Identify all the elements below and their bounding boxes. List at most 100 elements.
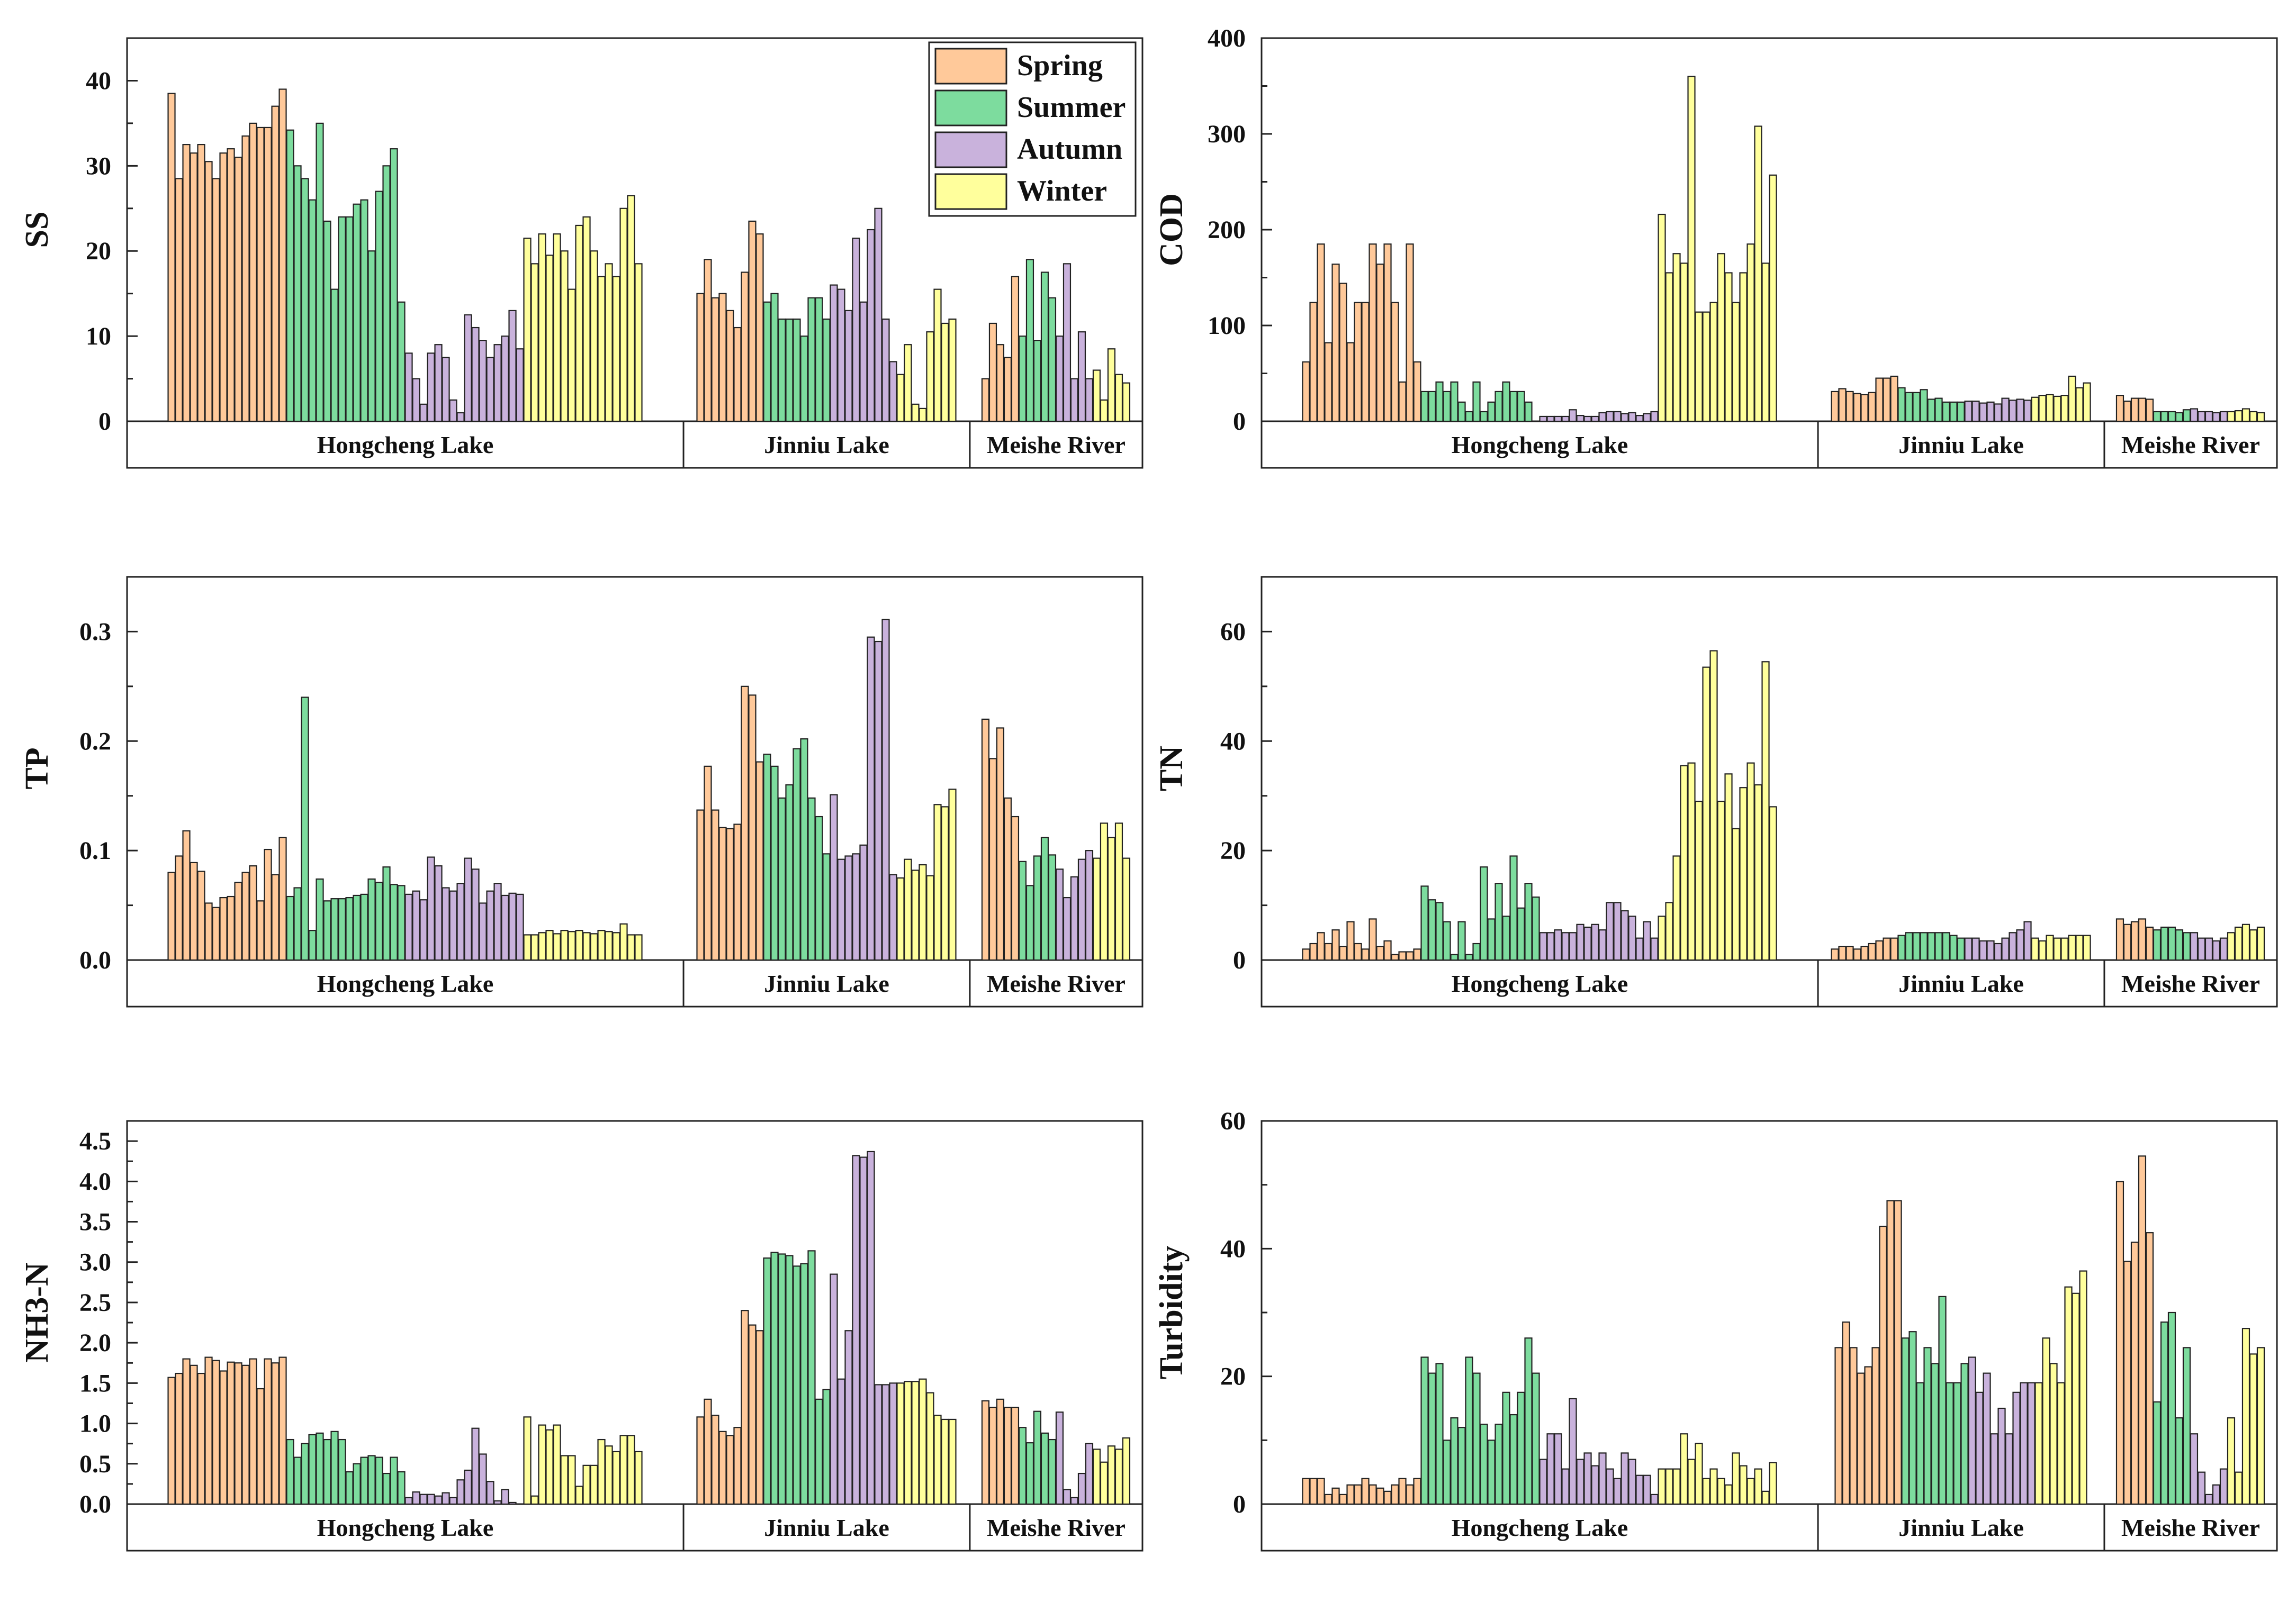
y-tick-label: 2.5 <box>79 1289 111 1317</box>
bar-spring <box>1309 1478 1318 1505</box>
bar-summer <box>1946 1382 1954 1505</box>
bar-summer <box>1934 397 1943 422</box>
bar-spring <box>1302 948 1310 961</box>
bar-winter <box>553 933 561 961</box>
bar-autumn <box>1606 1468 1614 1505</box>
bar-spring <box>167 872 176 961</box>
bar-spring <box>1368 243 1377 422</box>
bar-spring <box>1894 1200 1902 1505</box>
bar-winter <box>2049 1363 2058 1505</box>
bar-summer <box>1923 1347 1932 1505</box>
bar-autumn <box>1539 415 1547 422</box>
bar-autumn <box>1085 378 1094 422</box>
bar-autumn <box>1063 263 1072 422</box>
bar-spring <box>1302 1478 1310 1505</box>
bar-summer <box>1502 916 1510 961</box>
bar-summer <box>763 754 771 961</box>
bar-spring <box>212 907 220 961</box>
bar-autumn <box>427 1494 435 1505</box>
bar-winter <box>2256 1347 2265 1505</box>
bar-spring <box>1871 1347 1880 1505</box>
bar-summer <box>1033 855 1042 961</box>
bar-winter <box>911 870 920 961</box>
bar-winter <box>560 250 569 422</box>
bar-autumn <box>464 1469 472 1505</box>
bar-autumn <box>427 352 435 422</box>
bar-winter <box>2060 395 2069 422</box>
bar-winter <box>1746 1478 1755 1505</box>
bar-autumn <box>2016 929 2024 961</box>
bar-summer <box>1942 401 1950 422</box>
bar-spring <box>696 1416 705 1505</box>
bar-autumn <box>493 883 502 961</box>
bar-spring <box>1376 946 1384 961</box>
bar-spring <box>1883 377 1891 422</box>
bar-summer <box>778 797 786 961</box>
bar-spring <box>988 758 997 961</box>
bar-winter <box>590 1464 598 1505</box>
bar-spring <box>2138 397 2147 422</box>
bar-winter <box>1122 382 1131 422</box>
bar-spring <box>182 144 191 422</box>
bar-summer <box>353 1463 361 1505</box>
bar-spring <box>1003 357 1012 422</box>
bar-winter <box>1724 272 1733 422</box>
y-axis-label: TP <box>19 747 55 789</box>
bar-summer <box>770 765 779 961</box>
bar-summer <box>1472 943 1481 961</box>
bar-summer <box>397 885 406 961</box>
bar-winter <box>2053 395 2061 422</box>
bar-summer <box>308 199 317 422</box>
bar-group-meishe-river <box>2115 1155 2265 1505</box>
bar-winter <box>1739 1465 1748 1505</box>
panel-frame <box>1260 37 2278 469</box>
bar-winter <box>896 877 905 961</box>
bar-summer <box>793 748 801 961</box>
bar-autumn <box>1620 1452 1629 1505</box>
bar-autumn <box>1591 924 1599 961</box>
bar-spring <box>1838 946 1847 961</box>
bar-summer <box>1428 1372 1436 1505</box>
bar-autumn <box>1975 1391 1984 1505</box>
site-label: Hongcheng Lake <box>317 1514 494 1541</box>
bar-summer <box>822 853 831 961</box>
bar-spring <box>1879 1226 1887 1505</box>
bar-winter <box>2046 935 2054 961</box>
bar-autumn <box>1591 1465 1599 1505</box>
bar-summer <box>397 1471 406 1505</box>
bar-summer <box>2167 1311 2176 1505</box>
bar-autumn <box>419 899 428 961</box>
bar-winter <box>612 932 620 961</box>
bar-spring <box>1831 391 1839 422</box>
bar-spring <box>981 718 990 961</box>
bar-winter <box>1746 243 1755 422</box>
bar-autumn <box>1986 940 1995 961</box>
bar-winter <box>2234 1471 2243 1505</box>
bar-winter <box>2249 929 2258 961</box>
bar-autumn <box>1635 1474 1644 1505</box>
bar-summer <box>367 250 376 422</box>
bar-spring <box>726 828 734 961</box>
bar-spring <box>1860 946 1869 961</box>
bar-spring <box>748 220 757 422</box>
bar-winter <box>1687 1459 1696 1505</box>
bar-spring <box>1406 951 1414 961</box>
bar-autumn <box>456 1479 465 1505</box>
bar-spring <box>197 1372 205 1505</box>
bar-autumn <box>412 1491 420 1505</box>
bar-summer <box>1420 391 1429 422</box>
bar-summer <box>2160 1322 2169 1505</box>
bar-autumn <box>889 1382 897 1505</box>
bar-spring <box>204 902 213 961</box>
bar-autumn <box>1635 415 1644 422</box>
bar-autumn <box>456 883 465 961</box>
bar-autumn <box>501 336 509 422</box>
bar-summer <box>353 203 361 422</box>
bar-winter <box>911 403 920 422</box>
bar-summer <box>360 199 368 422</box>
bar-autumn <box>2219 937 2228 961</box>
bar-spring <box>197 144 205 422</box>
bar-spring <box>718 827 727 961</box>
bar-spring <box>167 93 176 422</box>
bar-winter <box>941 806 949 961</box>
